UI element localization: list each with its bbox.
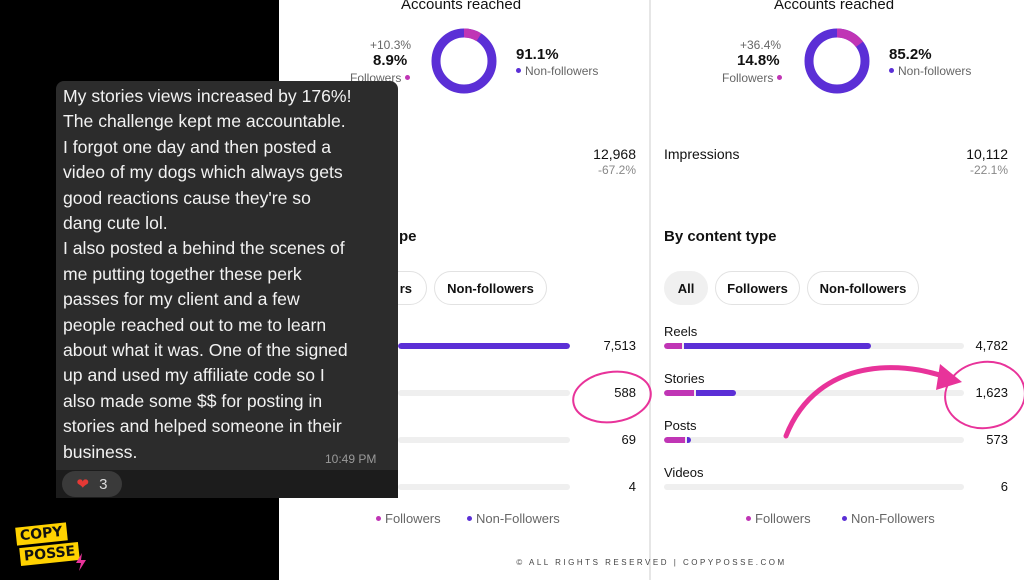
content-type-bar (398, 437, 570, 443)
content-type-bar (664, 343, 964, 349)
content-type-value: 588 (614, 385, 636, 400)
content-type-value: 4,782 (975, 338, 1008, 353)
content-type-title-right: By content type (664, 228, 777, 245)
bar-followers-fill (664, 343, 682, 349)
followers-dot-icon (777, 75, 783, 81)
followers-dot-icon (405, 75, 411, 81)
followers-dot-icon (376, 516, 381, 522)
bar-followers-fill (664, 437, 685, 443)
content-type-value: 1,623 (975, 385, 1008, 400)
non-followers-percent-right: 85.2% (889, 46, 932, 63)
chip-followers-right[interactable]: Followers (715, 271, 800, 305)
chat-message-bubble (56, 81, 398, 470)
content-type-label: Reels (664, 324, 698, 339)
impressions-value-right: 10,112 (966, 146, 1008, 162)
chat-message-time: 10:49 PM (325, 452, 377, 466)
content-type-value: 69 (621, 432, 636, 447)
content-type-bar (398, 343, 570, 349)
legend-non-followers-left: Non-Followers (463, 511, 560, 526)
bar-non-followers-fill (398, 343, 570, 349)
non-followers-dot-icon (467, 516, 472, 522)
non-followers-dot-icon (889, 68, 894, 74)
content-type-label: Videos (664, 465, 704, 480)
content-type-label: Stories (664, 371, 705, 386)
footer-copyright: © ALL RIGHTS RESERVED | COPYPOSSE.COM (516, 558, 787, 567)
content-type-bar (398, 484, 570, 490)
impressions-value-left: 12,968 (593, 146, 636, 162)
content-type-bar (664, 484, 964, 490)
impressions-change-left: -67.2% (597, 163, 636, 177)
donut-followers-right (804, 28, 870, 94)
chip-all-right[interactable]: All (664, 271, 708, 305)
content-type-value: 7,513 (603, 338, 636, 353)
content-type-bar (664, 437, 964, 443)
content-type-value: 6 (1000, 479, 1008, 494)
non-followers-percent-left: 91.1% (516, 46, 559, 63)
bar-followers-fill (664, 390, 694, 396)
followers-label-right: Followers (722, 71, 786, 85)
non-followers-dot-icon (516, 68, 521, 74)
chip-non-followers-left[interactable]: Non-followers (434, 271, 547, 305)
non-followers-dot-icon (842, 516, 847, 522)
bar-non-followers-fill (687, 437, 691, 443)
heart-icon: ❤ (76, 476, 90, 493)
reaction-count: 3 (99, 475, 108, 493)
copy-posse-logo: COPY POSSE (14, 522, 86, 571)
reaction-badge[interactable]: ❤ 3 (62, 471, 122, 497)
chat-message-text: My stories views increased by 176%! The … (63, 86, 352, 462)
content-type-bar (664, 390, 964, 396)
legend-followers-left: Followers (372, 511, 441, 526)
bar-non-followers-fill (684, 343, 871, 349)
donut-non-followers-left (431, 28, 497, 94)
followers-change-right: +36.4% (740, 38, 782, 52)
chip-non-followers-right[interactable]: Non-followers (807, 271, 919, 305)
logo-line-2: POSSE (19, 541, 81, 567)
impressions-change-right: -22.1% (969, 163, 1008, 177)
accounts-reached-title-right: Accounts reached (774, 0, 895, 13)
donut-followers-left (431, 28, 497, 94)
content-type-label: Posts (664, 418, 697, 433)
lightning-bolt-icon (76, 553, 86, 571)
donut-chart-left (431, 28, 497, 94)
bar-non-followers-fill (696, 390, 736, 396)
donut-chart-right (804, 28, 870, 94)
followers-change-left: +10.3% (370, 38, 412, 52)
legend-followers-right: Followers (742, 511, 811, 526)
panel-divider (649, 0, 651, 580)
followers-percent-right: 14.8% (737, 52, 780, 69)
followers-dot-icon (746, 516, 751, 522)
followers-percent-left: 8.9% (373, 52, 408, 69)
impressions-label-right: Impressions (664, 146, 740, 162)
content-type-value: 573 (986, 432, 1008, 447)
non-followers-label-right: Non-followers (885, 64, 971, 78)
content-type-title-left: pe (399, 228, 417, 245)
non-followers-label-left: Non-followers (512, 64, 598, 78)
logo-line-1: COPY (15, 522, 68, 546)
content-type-value: 4 (628, 479, 636, 494)
accounts-reached-title-left: Accounts reached (401, 0, 522, 13)
legend-non-followers-right: Non-Followers (838, 511, 935, 526)
content-type-bar (398, 390, 570, 396)
